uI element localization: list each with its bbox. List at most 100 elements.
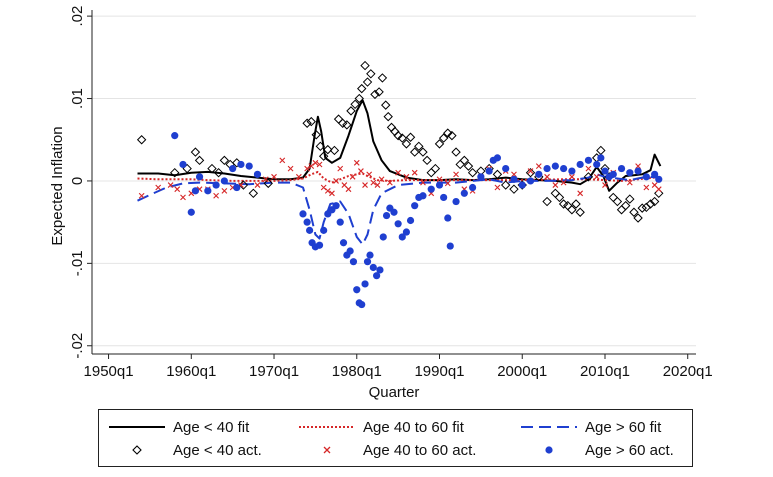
point-age-40-to-60-act	[180, 194, 186, 201]
point-age-40-act	[422, 155, 432, 166]
point-age-40-to-60-act	[287, 165, 294, 172]
point-age-60-act	[398, 233, 406, 241]
point-age-40-to-60-act	[453, 171, 459, 178]
x-tick-label: 1950q1	[84, 363, 134, 380]
point-age-60-act	[361, 280, 369, 288]
point-age-40-act	[248, 188, 259, 199]
x-tick-label: 2000q1	[497, 363, 547, 380]
point-age-40-act	[370, 89, 380, 100]
y-tick-label: -.01	[69, 250, 86, 276]
point-age-40-act	[654, 188, 664, 199]
point-age-40-act	[492, 169, 503, 180]
point-age-40-to-60-act	[337, 165, 344, 172]
point-age-40-act	[434, 139, 445, 149]
point-age-40-to-60-act	[295, 173, 302, 180]
point-age-40-act	[414, 141, 424, 152]
point-age-60-act	[379, 233, 387, 241]
point-age-40-act	[302, 118, 312, 128]
point-age-60-act	[584, 156, 593, 164]
point-age-40-to-60-act	[349, 173, 356, 180]
point-age-40-to-60-act	[374, 182, 381, 188]
point-age-40-to-60-act	[333, 178, 339, 184]
actual-markers	[136, 60, 664, 309]
point-age-40-act	[430, 163, 441, 174]
point-age-40-to-60-act	[395, 169, 402, 176]
point-age-40-act	[637, 203, 647, 213]
point-age-60-act	[444, 214, 452, 222]
legend-item-age-under-40-act: Age < 40 act.	[107, 440, 262, 460]
point-age-40-act	[608, 192, 618, 203]
point-age-60-act	[601, 167, 609, 175]
point-age-40-act	[649, 196, 660, 207]
point-age-40-act	[405, 132, 416, 142]
point-age-60-act	[229, 164, 237, 173]
point-age-60-act	[427, 185, 435, 193]
point-age-40-act	[426, 167, 436, 178]
point-age-60-act	[336, 218, 344, 226]
point-age-60-act	[402, 228, 411, 236]
diamond-marker-swatch	[132, 445, 142, 455]
point-age-40-to-60-act	[353, 159, 360, 166]
point-age-40-act	[645, 199, 656, 209]
point-age-60-act	[382, 211, 391, 220]
y-tick-label: 0	[69, 177, 86, 185]
point-age-60-act	[502, 164, 510, 173]
point-age-60-act	[394, 220, 402, 228]
point-age-40-act	[596, 145, 606, 156]
point-age-40-to-60-act	[577, 190, 584, 197]
point-age-40-act	[629, 207, 639, 217]
point-age-40-to-60-act	[444, 180, 451, 187]
point-age-40-to-60-act	[552, 182, 559, 188]
point-age-60-act	[212, 181, 220, 189]
legend-label: Age < 40 fit	[173, 418, 250, 436]
point-age-40-to-60-act	[155, 184, 162, 191]
point-age-40-act	[315, 141, 326, 152]
point-age-40-to-60-act	[655, 186, 662, 193]
point-age-40-act	[554, 192, 565, 203]
point-age-40-to-60-act	[403, 173, 410, 180]
point-age-40-act	[542, 196, 552, 207]
point-age-40-act	[575, 207, 585, 217]
point-age-60-act	[485, 167, 493, 175]
point-age-60-act	[655, 175, 663, 183]
point-age-60-act	[363, 258, 372, 266]
point-age-60-act	[406, 216, 415, 225]
point-age-40-to-60-act	[411, 169, 418, 176]
point-age-60-act	[526, 177, 535, 185]
point-age-60-act	[651, 170, 659, 178]
point-age-60-act	[446, 242, 454, 250]
point-age-40-act	[447, 130, 457, 141]
point-age-40-to-60-act	[535, 163, 542, 169]
point-age-40-act	[346, 106, 356, 116]
point-age-60-act	[349, 258, 358, 266]
point-age-60-act	[339, 239, 348, 247]
point-age-40-act	[190, 147, 201, 157]
point-age-60-act	[195, 173, 204, 181]
y-tick-label: .01	[69, 88, 86, 109]
point-age-40-act	[451, 147, 461, 157]
point-age-40-act	[633, 213, 643, 223]
legend-label: Age < 40 act.	[173, 441, 262, 459]
point-age-40-to-60-act	[593, 173, 600, 180]
point-age-60-act	[204, 187, 212, 195]
point-age-40-to-60-act	[221, 187, 228, 194]
expected-inflation-chart: .02 .01 0 -.01 -.02 1950q1 1960q1 1970q1 1980q1 1…	[49, 6, 713, 400]
point-age-60-act	[191, 187, 200, 195]
point-age-40-to-60-act	[366, 171, 373, 178]
point-age-40-act	[381, 100, 391, 110]
point-age-60-act	[419, 192, 427, 200]
solid-line-swatch	[109, 426, 165, 428]
point-age-60-act	[493, 154, 502, 162]
point-age-40-act	[207, 163, 217, 174]
point-age-60-act	[369, 263, 377, 272]
point-age-40-act	[550, 188, 561, 199]
point-age-60-act	[346, 247, 354, 255]
point-age-40-to-60-act	[626, 179, 633, 186]
point-age-60-act	[366, 251, 374, 259]
point-age-40-act	[219, 155, 230, 166]
point-age-60-act	[245, 162, 253, 170]
legend-item-age-over-60-fit: Age > 60 fit	[519, 417, 661, 437]
point-age-40-to-60-act	[324, 187, 331, 194]
point-age-40-act	[342, 120, 352, 130]
x-tick-label: 1990q1	[414, 363, 464, 380]
